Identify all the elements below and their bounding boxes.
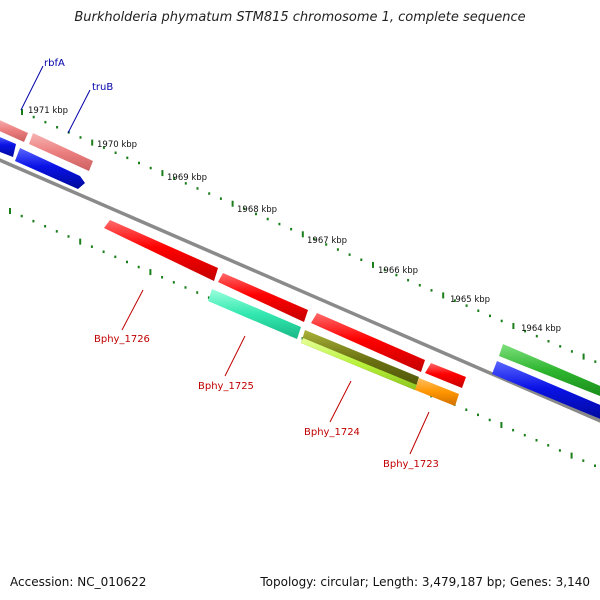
gene-red-3[interactable] [311, 313, 425, 372]
scale-label: 1966 kbp [378, 266, 418, 276]
gene-red-2[interactable] [218, 273, 308, 322]
label-leaders [20, 65, 430, 455]
scale-ticks [9, 109, 597, 467]
gene-forward-blue-left[interactable] [0, 135, 16, 157]
gene-Bphy_1725[interactable] [208, 289, 301, 339]
gene-forward-blue-2[interactable] [15, 148, 85, 189]
scale-label: 1968 kbp [237, 205, 277, 215]
leader-Bphy_1724 [329, 380, 352, 423]
gene-rbfA[interactable] [0, 118, 28, 142]
gene-forward-green-right[interactable] [499, 344, 600, 398]
leader-Bphy_1725 [224, 335, 246, 377]
scale-label: 1970 kbp [97, 140, 137, 150]
scale-label: 1965 kbp [450, 295, 490, 305]
gene-labels: rbfA truB Bphy_1726 Bphy_1725 Bphy_1724 … [44, 58, 439, 470]
scale-labels: 1971 kbp 1970 kbp 1969 kbp 1968 kbp 1967… [28, 106, 561, 334]
leader-rbfA [20, 65, 44, 111]
gene-Bphy_1724-highlight [301, 338, 417, 390]
scale-label: 1967 kbp [307, 236, 347, 246]
topology-text: Topology: circular; Length: 3,479,187 bp… [260, 575, 590, 589]
leader-Bphy_1726 [121, 289, 144, 331]
gene-forward-blue-right[interactable] [492, 361, 600, 421]
scale-label: 1969 kbp [167, 173, 207, 183]
leader-truB [67, 89, 91, 134]
gene-truB[interactable] [29, 133, 93, 171]
gene-label-Bphy_1726[interactable]: Bphy_1726 [94, 334, 150, 345]
gene-label-Bphy_1725[interactable]: Bphy_1725 [198, 381, 254, 392]
map-title: Burkholderia phymatum STM815 chromosome … [74, 10, 526, 25]
gene-features [0, 118, 600, 421]
gene-label-truB[interactable]: truB [92, 82, 113, 93]
gene-label-Bphy_1723[interactable]: Bphy_1723 [383, 459, 439, 470]
chromosome-backbone [0, 158, 600, 423]
gene-Bphy_1723[interactable] [415, 378, 459, 406]
leader-Bphy_1723 [409, 411, 430, 455]
gene-red-4[interactable] [425, 363, 466, 388]
gene-label-rbfA[interactable]: rbfA [44, 58, 65, 69]
accession-text: Accession: NC_010622 [10, 575, 147, 589]
gene-Bphy_1726[interactable] [104, 220, 218, 281]
scale-label: 1964 kbp [521, 324, 561, 334]
gene-label-Bphy_1724[interactable]: Bphy_1724 [304, 427, 360, 438]
scale-label: 1971 kbp [28, 106, 68, 116]
